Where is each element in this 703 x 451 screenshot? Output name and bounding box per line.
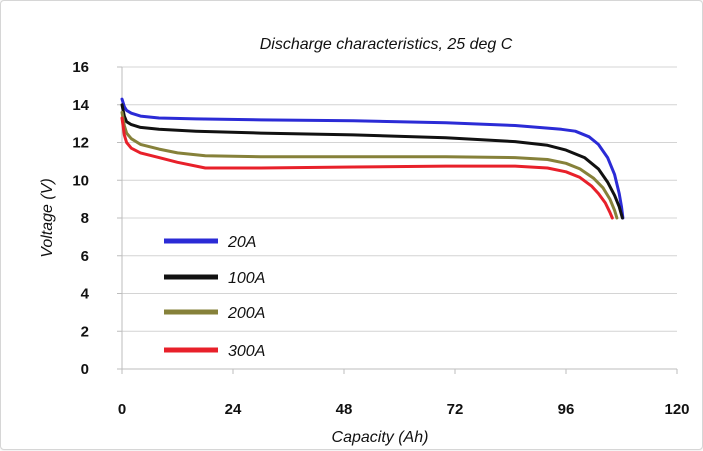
x-tick-label: 24 xyxy=(225,401,242,418)
legend-label-200a: 200A xyxy=(227,305,265,322)
grid xyxy=(122,66,677,332)
x-tick-label: 48 xyxy=(336,401,353,418)
y-tick-label: 16 xyxy=(72,59,89,76)
x-tick-label: 72 xyxy=(447,401,464,418)
legend-label-300a: 300A xyxy=(228,343,265,360)
y-axis-title: Voltage (V) xyxy=(39,178,56,257)
series-line-200a xyxy=(120,110,619,220)
y-tick-label: 2 xyxy=(81,323,89,340)
y-ticks: 0 2 4 6 8 10 12 14 16 xyxy=(72,59,122,378)
x-tick-label: 0 xyxy=(118,401,126,418)
chart-title: Discharge characteristics, 25 deg C xyxy=(260,36,513,53)
legend-label-100a: 100A xyxy=(228,270,265,287)
y-tick-label: 6 xyxy=(81,248,89,265)
series-line-20a xyxy=(120,97,625,220)
y-tick-label: 12 xyxy=(72,135,89,152)
y-tick-label: 4 xyxy=(81,286,90,303)
y-tick-label: 10 xyxy=(72,172,89,189)
series-line-300a xyxy=(120,116,614,220)
x-tick-label: 96 xyxy=(558,401,575,418)
x-axis-title: Capacity (Ah) xyxy=(332,429,429,446)
x-ticks: 0 24 48 72 96 120 xyxy=(118,369,690,418)
legend-label-20a: 20A xyxy=(227,234,256,251)
y-tick-label: 8 xyxy=(81,210,89,227)
series-line-100a xyxy=(120,103,624,220)
legend: 20A 100A 200A 300A xyxy=(164,234,265,360)
y-tick-label: 0 xyxy=(81,361,89,378)
y-tick-label: 14 xyxy=(72,97,89,114)
series xyxy=(120,97,625,220)
x-tick-label: 120 xyxy=(664,401,689,418)
